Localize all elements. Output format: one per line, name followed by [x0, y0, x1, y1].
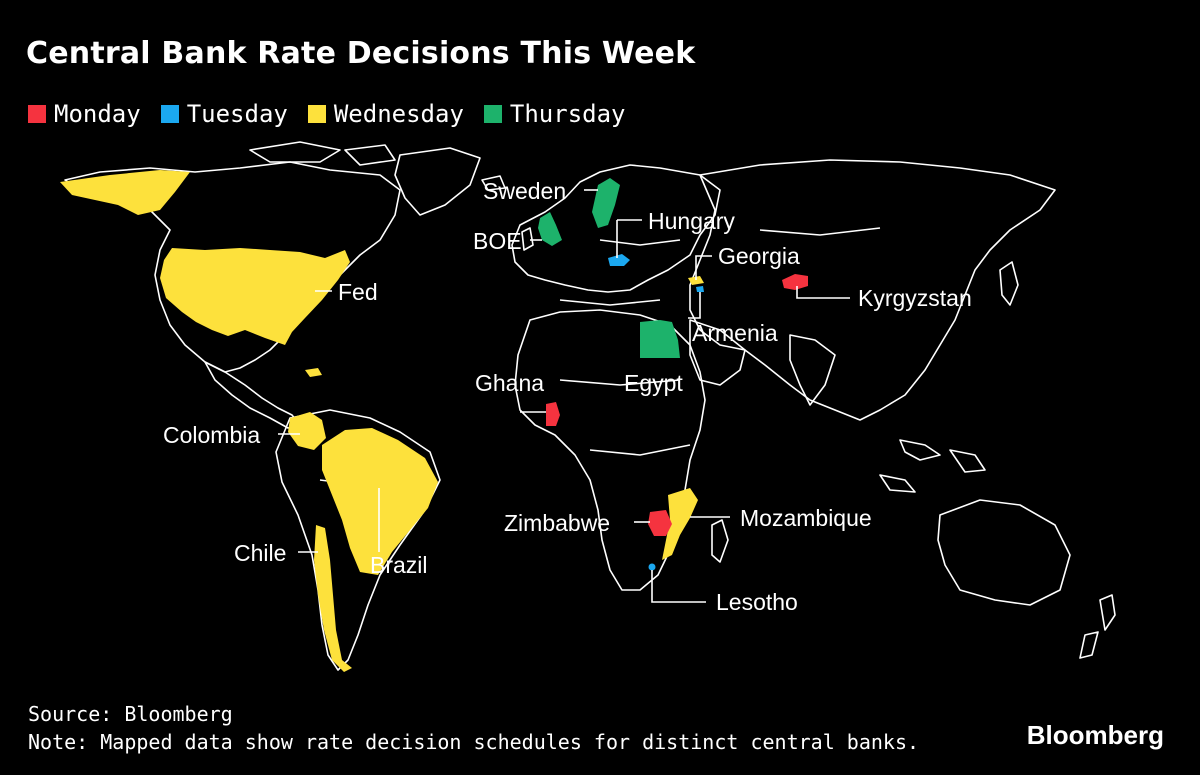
leader-hungary — [616, 219, 642, 258]
georgia-shape — [688, 276, 704, 285]
legend-label-wednesday: Wednesday — [333, 100, 464, 128]
legend-item-tuesday: Tuesday — [160, 100, 288, 128]
leader-kyrgyzstan — [796, 286, 850, 299]
caribbean-shape — [305, 368, 322, 377]
central-america-outline — [204, 361, 301, 429]
label-zimbabwe: Zimbabwe — [504, 510, 610, 536]
legend-swatch-wednesday — [307, 105, 326, 123]
legend-label-thursday: Thursday — [509, 100, 626, 128]
mozambique-shape — [662, 488, 698, 560]
australia-outline — [937, 499, 1071, 606]
data-note: Note: Mapped data show rate decision sch… — [28, 730, 920, 754]
label-colombia: Colombia — [163, 422, 260, 448]
label-fed: Fed — [338, 279, 378, 305]
label-mozambique: Mozambique — [740, 505, 872, 531]
uk-shape — [538, 212, 562, 246]
leader-lesotho — [651, 570, 706, 603]
lesotho-shape — [648, 563, 656, 571]
africa-outline — [514, 309, 706, 591]
label-georgia: Georgia — [718, 243, 800, 269]
chile-shape — [314, 525, 352, 672]
bloomberg-logo: Bloomberg — [1026, 720, 1164, 750]
label-kyrgyzstan: Kyrgyzstan — [858, 285, 972, 311]
brazil-shape — [322, 428, 438, 575]
hungary-shape — [608, 254, 630, 266]
europe-outline — [511, 164, 721, 293]
greenland-outline — [394, 147, 481, 216]
legend-swatch-monday — [28, 105, 46, 123]
legend-item-thursday: Thursday — [483, 100, 626, 128]
legend-label-tuesday: Tuesday — [186, 100, 288, 128]
egypt-shape — [640, 320, 680, 358]
south-america-outline — [275, 409, 441, 671]
world-map: Fed Colombia Chile Brazil Sweden BOE Hun… — [0, 140, 1200, 700]
label-boe: BOE — [473, 228, 522, 254]
label-ghana: Ghana — [475, 370, 544, 396]
label-chile: Chile — [234, 540, 286, 566]
alaska-shape — [60, 170, 190, 215]
zimbabwe-shape — [648, 510, 672, 536]
leader-georgia — [695, 255, 712, 280]
label-hungary: Hungary — [648, 208, 735, 234]
armenia-shape — [696, 286, 704, 292]
label-egypt: Egypt — [624, 370, 683, 396]
legend-item-wednesday: Wednesday — [307, 100, 464, 128]
sweden-shape — [592, 178, 620, 228]
legend-item-monday: Monday — [28, 100, 141, 128]
label-brazil: Brazil — [370, 552, 428, 578]
usa-shape — [160, 248, 350, 345]
footer: Source: Bloomberg Note: Mapped data show… — [28, 700, 919, 756]
legend-label-monday: Monday — [54, 100, 141, 128]
label-armenia: Armenia — [692, 320, 778, 346]
source-note: Source: Bloomberg — [28, 702, 233, 726]
colombia-shape — [288, 412, 326, 450]
kyrgyzstan-shape — [782, 274, 808, 290]
legend-swatch-tuesday — [160, 105, 179, 123]
ghana-shape — [546, 402, 560, 426]
asia-outline — [689, 159, 1056, 421]
label-lesotho: Lesotho — [716, 589, 798, 615]
legend: Monday Tuesday Wednesday Thursday — [28, 100, 626, 128]
leader-armenia — [688, 292, 701, 319]
legend-swatch-thursday — [483, 105, 502, 123]
page-title: Central Bank Rate Decisions This Week — [26, 36, 696, 71]
label-sweden: Sweden — [483, 178, 566, 204]
